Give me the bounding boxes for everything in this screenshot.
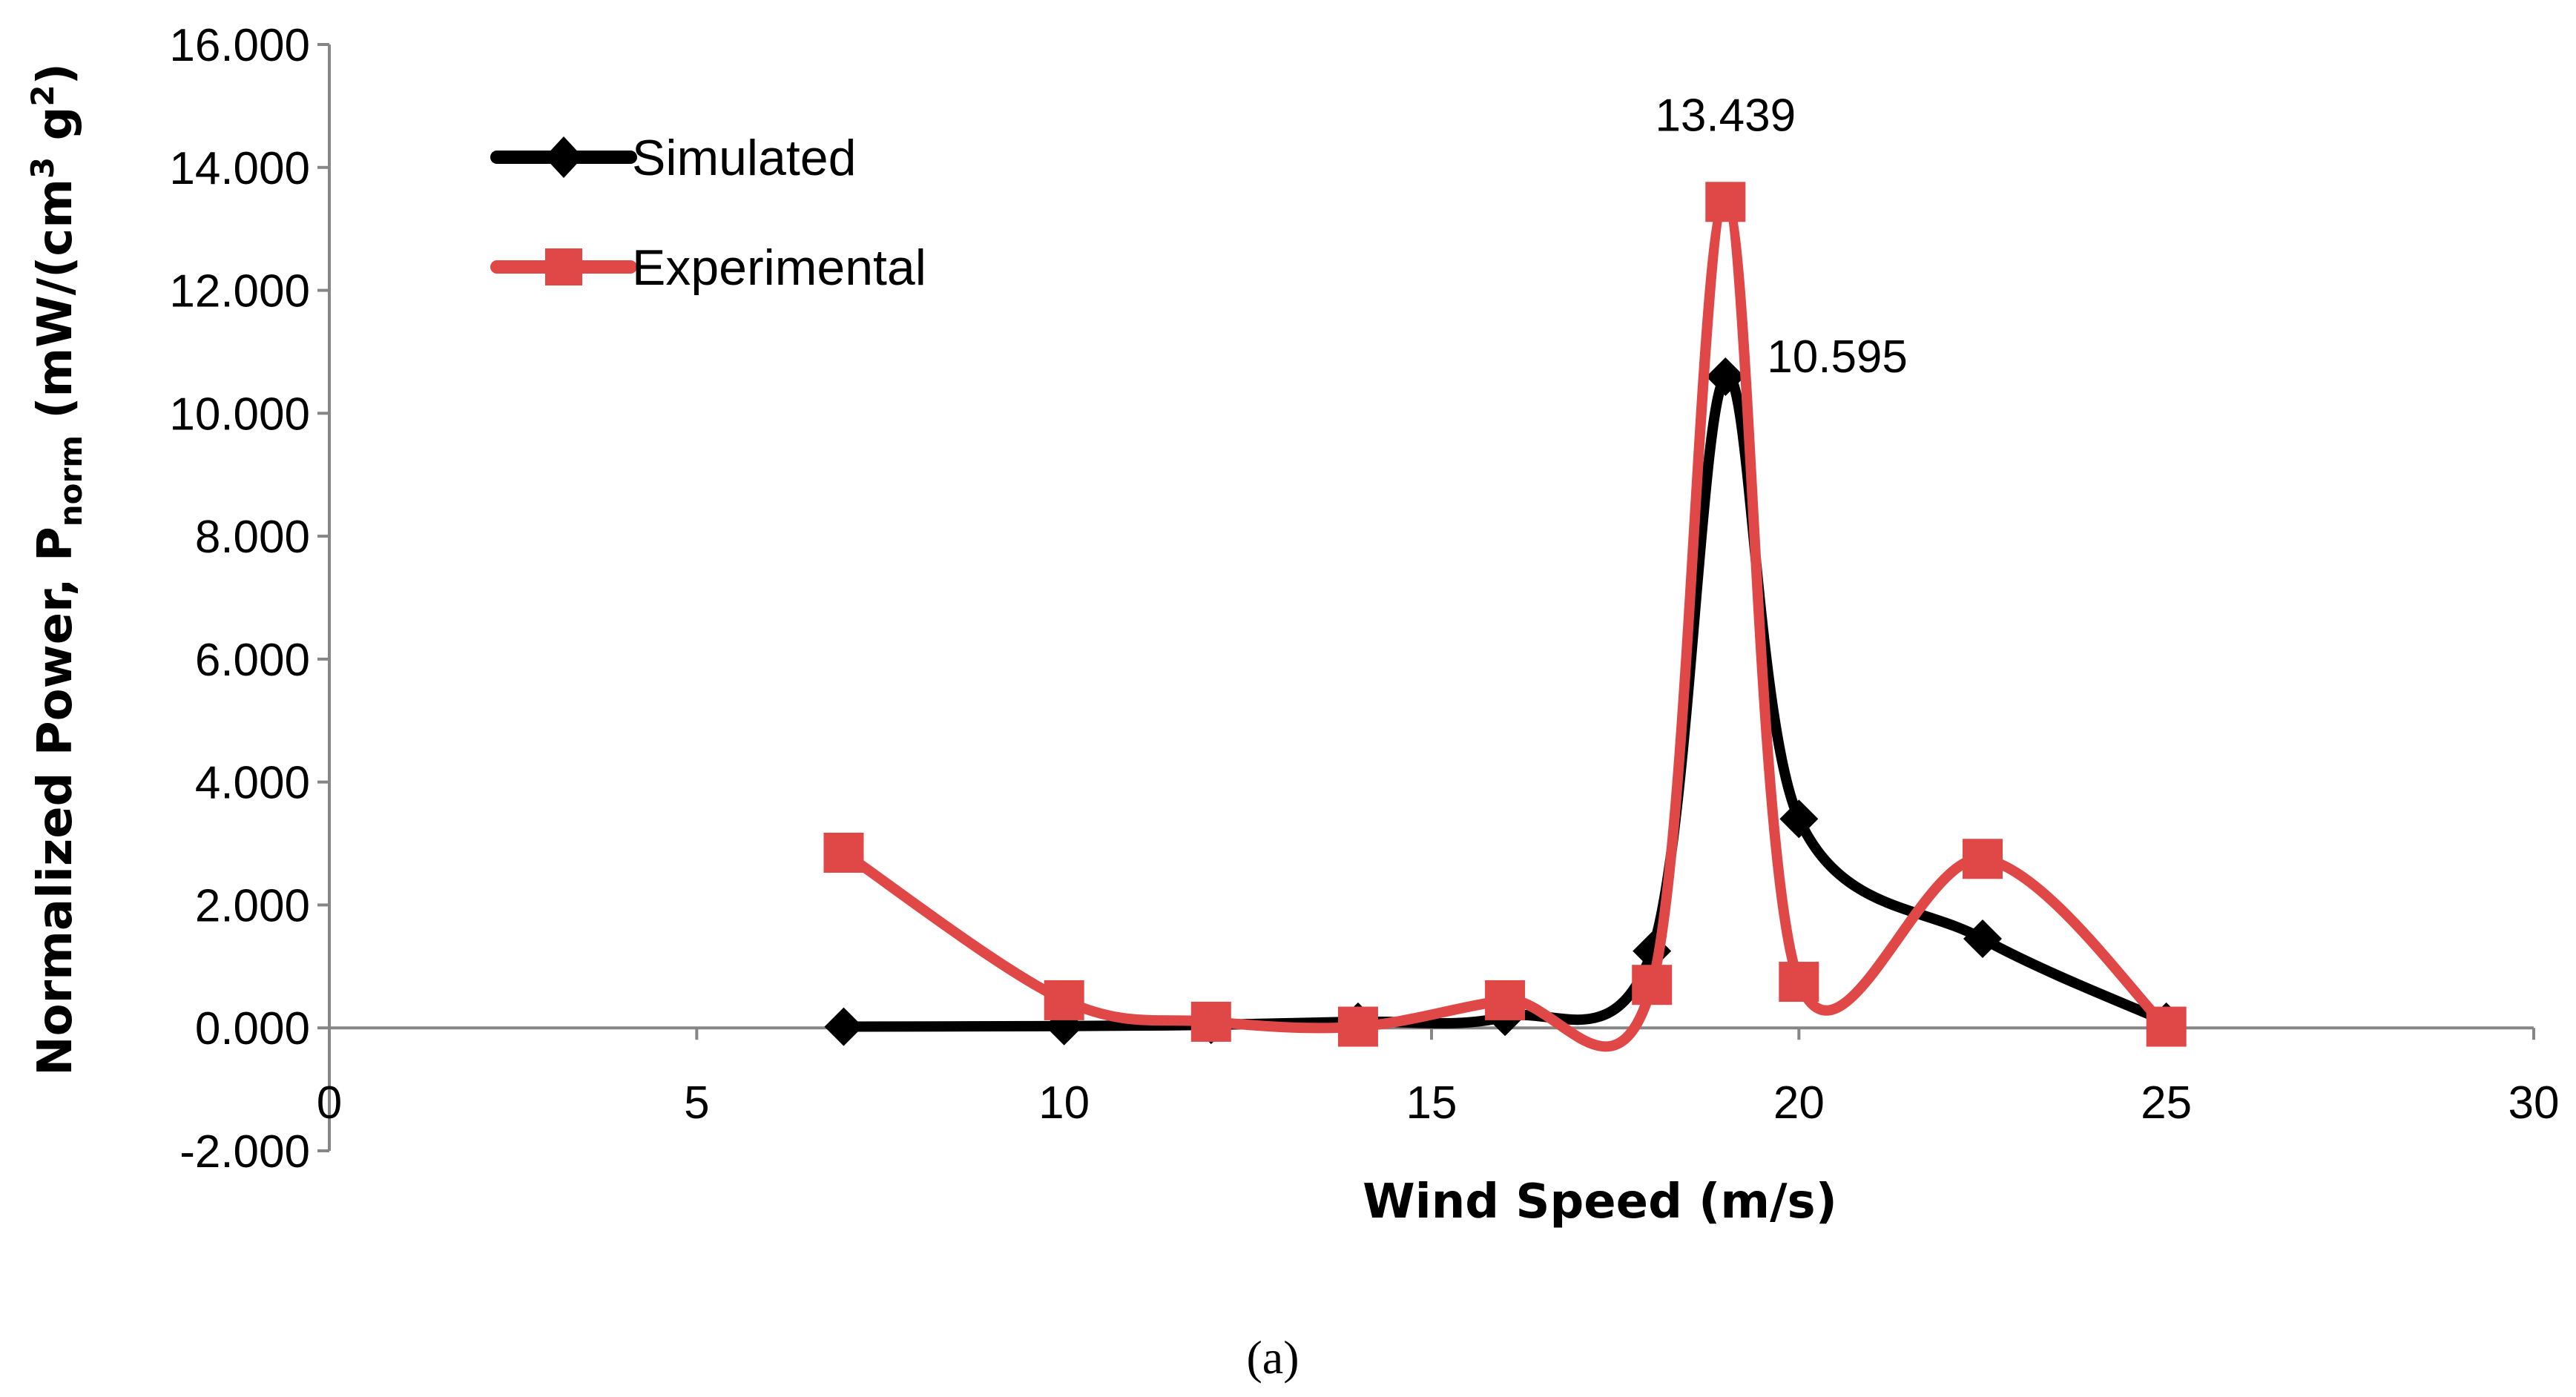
y-axis-title-sup1: 3	[24, 157, 61, 179]
legend-marker-simulated	[544, 136, 583, 178]
data-label: 10.595	[1767, 331, 1908, 383]
y-tick-label: 4.000	[195, 758, 310, 809]
data-point-simulated	[1706, 357, 1745, 397]
axes	[328, 44, 2534, 1151]
series-experimental	[823, 182, 2187, 1052]
y-ticks: -2.000 0.000 2.000 4.000 6.000 8.000 10.000 12.…	[169, 20, 329, 1178]
y-tick-label: 10.000	[169, 389, 310, 440]
y-axis-title: Normalized Power, Pnorm (mW/(cm3 g2)	[24, 63, 89, 1076]
y-tick-label: 14.000	[169, 143, 310, 194]
data-point-simulated	[1963, 919, 2002, 959]
x-tick-label: 5	[684, 1077, 709, 1129]
data-point-experimental	[1963, 839, 2003, 879]
data-point-experimental	[1190, 1001, 1231, 1042]
x-axis-title: Wind Speed (m/s)	[1363, 1175, 1837, 1229]
x-tick-label: 20	[1773, 1077, 1825, 1129]
x-tick-label: 10	[1038, 1077, 1090, 1129]
legend-marker-experimental	[545, 248, 582, 285]
series-simulated	[824, 357, 2186, 1046]
x-tick-label: 25	[2141, 1077, 2192, 1129]
data-point-experimental	[1705, 182, 1746, 222]
data-point-experimental	[1485, 980, 1526, 1020]
legend-item-experimental: Experimental	[490, 240, 926, 296]
x-tick-label: 0	[317, 1077, 342, 1129]
series-line-simulated	[838, 370, 2172, 1032]
legend-item-simulated: Simulated	[490, 130, 856, 186]
y-axis-title-unit-start: (mW/(cm	[28, 179, 83, 435]
data-point-experimental	[1337, 1006, 1378, 1047]
y-axis-title-sup2: 2	[24, 85, 61, 106]
data-point-experimental	[823, 832, 864, 873]
legend-label-experimental: Experimental	[632, 240, 926, 296]
y-tick-label: 2.000	[195, 880, 310, 931]
data-point-experimental	[1632, 965, 1673, 1005]
y-axis-title-unit-end: )	[28, 63, 83, 85]
data-label: 13.439	[1655, 90, 1796, 141]
y-tick-label: -2.000	[179, 1126, 310, 1178]
legend-label-simulated: Simulated	[632, 130, 856, 186]
data-point-experimental	[2146, 1006, 2187, 1047]
legend: Simulated Experimental	[490, 130, 926, 296]
y-tick-label: 0.000	[195, 1003, 310, 1054]
y-tick-label: 12.000	[169, 266, 310, 317]
series-layer	[823, 182, 2187, 1052]
annotations: 13.439 10.595	[1655, 90, 1907, 383]
x-tick-label: 15	[1406, 1077, 1457, 1129]
y-tick-label: 6.000	[195, 635, 310, 686]
y-tick-label: 16.000	[169, 20, 310, 71]
y-axis-title-main: Normalized Power, P	[28, 526, 83, 1076]
data-point-experimental	[1779, 962, 1819, 1003]
y-axis-title-subscript: norm	[53, 435, 89, 526]
figure-caption: (a)	[1246, 1331, 1299, 1384]
data-point-simulated	[1779, 799, 1819, 839]
data-point-simulated	[824, 1007, 863, 1046]
x-ticks: 0 5 10 15 20 25 30	[317, 1028, 2560, 1129]
y-tick-label: 8.000	[195, 512, 310, 563]
data-point-experimental	[1044, 980, 1084, 1020]
x-tick-label: 30	[2509, 1077, 2560, 1129]
y-axis-title-unit-mid: g	[28, 107, 83, 157]
series-line-experimental	[838, 196, 2172, 1052]
